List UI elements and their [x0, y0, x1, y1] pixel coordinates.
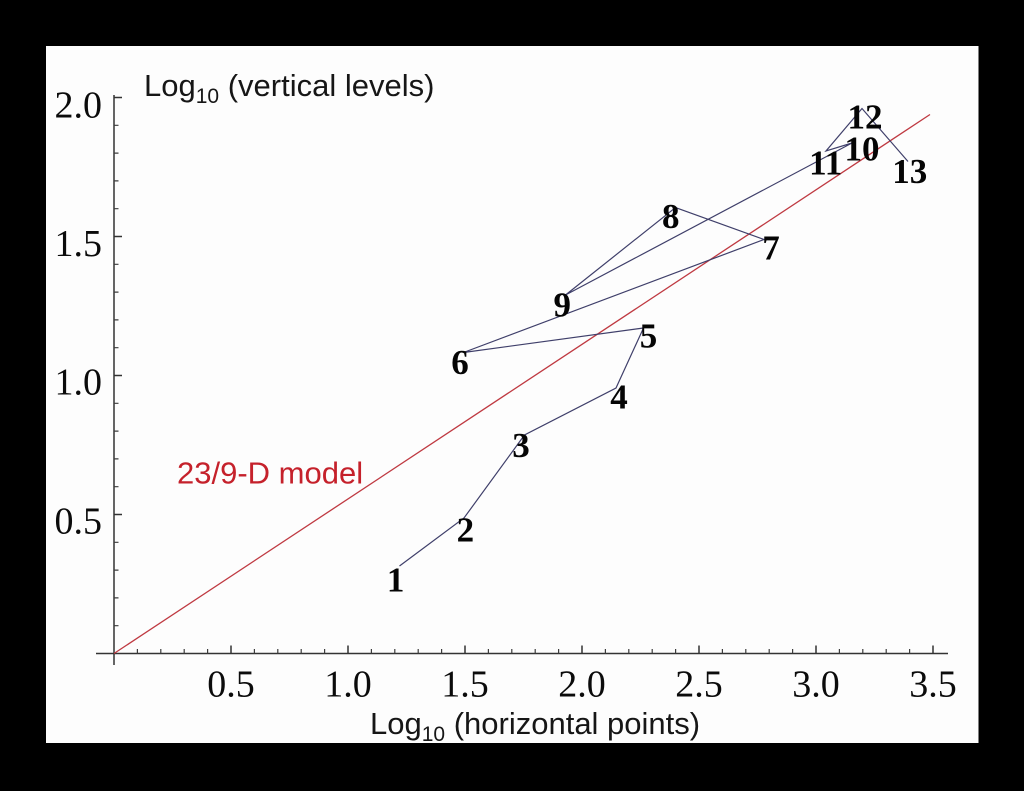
svg-text:3: 3: [512, 426, 530, 465]
svg-text:2.0: 2.0: [55, 85, 103, 127]
svg-text:Log10 (vertical levels): Log10 (vertical levels): [144, 68, 434, 108]
svg-text:Log10 (horizontal points): Log10 (horizontal points): [370, 706, 700, 746]
svg-text:4: 4: [610, 378, 628, 417]
svg-text:13: 13: [892, 152, 927, 191]
svg-text:10: 10: [845, 130, 880, 169]
svg-text:0.5: 0.5: [207, 664, 255, 706]
svg-text:11: 11: [809, 144, 842, 183]
svg-text:23/9-D model: 23/9-D model: [177, 456, 363, 491]
svg-text:6: 6: [451, 343, 469, 382]
svg-text:8: 8: [662, 197, 680, 236]
svg-text:12: 12: [848, 98, 883, 137]
svg-text:1.0: 1.0: [324, 664, 372, 706]
svg-text:2.0: 2.0: [558, 664, 606, 706]
svg-text:3.0: 3.0: [792, 664, 840, 706]
svg-text:9: 9: [554, 286, 572, 325]
svg-text:1.5: 1.5: [441, 664, 489, 706]
svg-text:5: 5: [640, 316, 658, 355]
svg-text:2.5: 2.5: [675, 664, 723, 706]
svg-text:0.5: 0.5: [55, 501, 103, 543]
svg-text:1.5: 1.5: [55, 223, 103, 265]
svg-text:1.0: 1.0: [55, 362, 103, 404]
svg-text:7: 7: [762, 229, 780, 268]
svg-text:2: 2: [457, 510, 475, 549]
svg-text:1: 1: [387, 561, 405, 600]
svg-text:3.5: 3.5: [909, 664, 957, 706]
